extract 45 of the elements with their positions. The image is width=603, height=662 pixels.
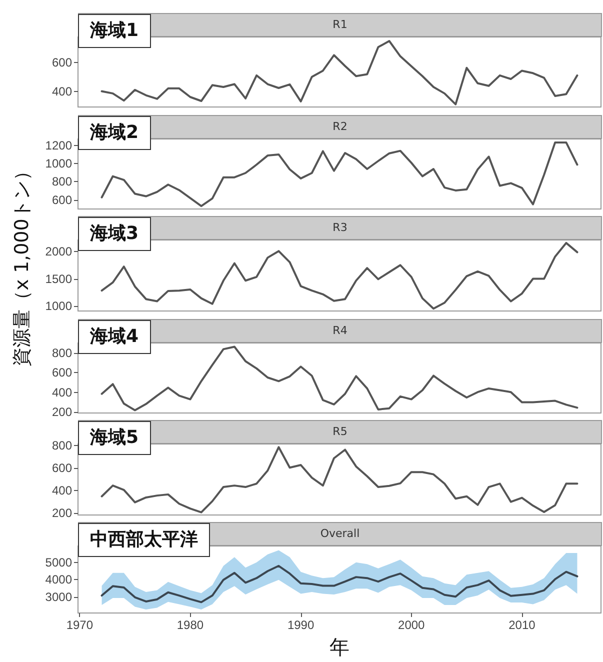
y-tick-label: 600 (52, 366, 72, 380)
line-series (100, 40, 578, 106)
chart-title: R3 (332, 221, 348, 234)
y-tick-label: 1000 (45, 156, 72, 171)
x-axis-title: 年 (330, 635, 350, 659)
y-tick-label: 200 (52, 506, 72, 520)
chart-subtitle: 海域2 (78, 116, 151, 150)
line-series (100, 242, 578, 310)
y-tick-label: 2000 (45, 244, 72, 258)
y-tick-label: 1000 (45, 299, 72, 314)
x-tick-label: 1970 (66, 618, 94, 632)
line-series (100, 446, 578, 514)
y-tick-label: 5000 (45, 555, 72, 570)
y-tick-label: 400 (52, 484, 72, 498)
chart-subtitle: 海域5 (78, 421, 151, 455)
x-tick-label: 1990 (287, 618, 314, 632)
x-tick-label: 2010 (508, 618, 536, 632)
chart-title: R1 (332, 18, 348, 31)
y-tick-label: 1500 (45, 272, 72, 286)
line-series (100, 346, 578, 412)
y-axis-title: 資源量（x 1,000トン） (10, 160, 34, 368)
y-tick-label: 4000 (45, 572, 72, 587)
chart-title: R5 (332, 425, 348, 438)
y-tick-label: 3000 (45, 590, 72, 604)
y-tick-label: 600 (52, 461, 72, 476)
x-tick-label: 2000 (398, 618, 426, 632)
chart-subtitle: 海域3 (78, 217, 151, 251)
y-tick-label: 800 (52, 174, 72, 189)
y-tick-label: 400 (52, 385, 72, 400)
chart-title: R2 (332, 120, 348, 133)
chart-subtitle: 海域4 (78, 320, 151, 354)
chart-subtitle: 中西部太平洋 (78, 523, 210, 557)
y-tick-label: 600 (52, 56, 72, 70)
line-series (100, 564, 578, 604)
y-tick-label: 600 (52, 192, 72, 207)
chart-title: R4 (332, 324, 348, 337)
y-tick-label: 1200 (45, 138, 72, 152)
line-series (100, 141, 578, 208)
x-tick-label: 1980 (176, 618, 204, 632)
y-tick-label: 200 (52, 405, 72, 420)
y-tick-label: 400 (52, 84, 72, 98)
y-tick-label: 800 (52, 438, 72, 453)
chart-subtitle: 海域1 (78, 14, 151, 48)
y-tick-label: 800 (52, 346, 72, 360)
chart-title: Overall (320, 527, 360, 540)
